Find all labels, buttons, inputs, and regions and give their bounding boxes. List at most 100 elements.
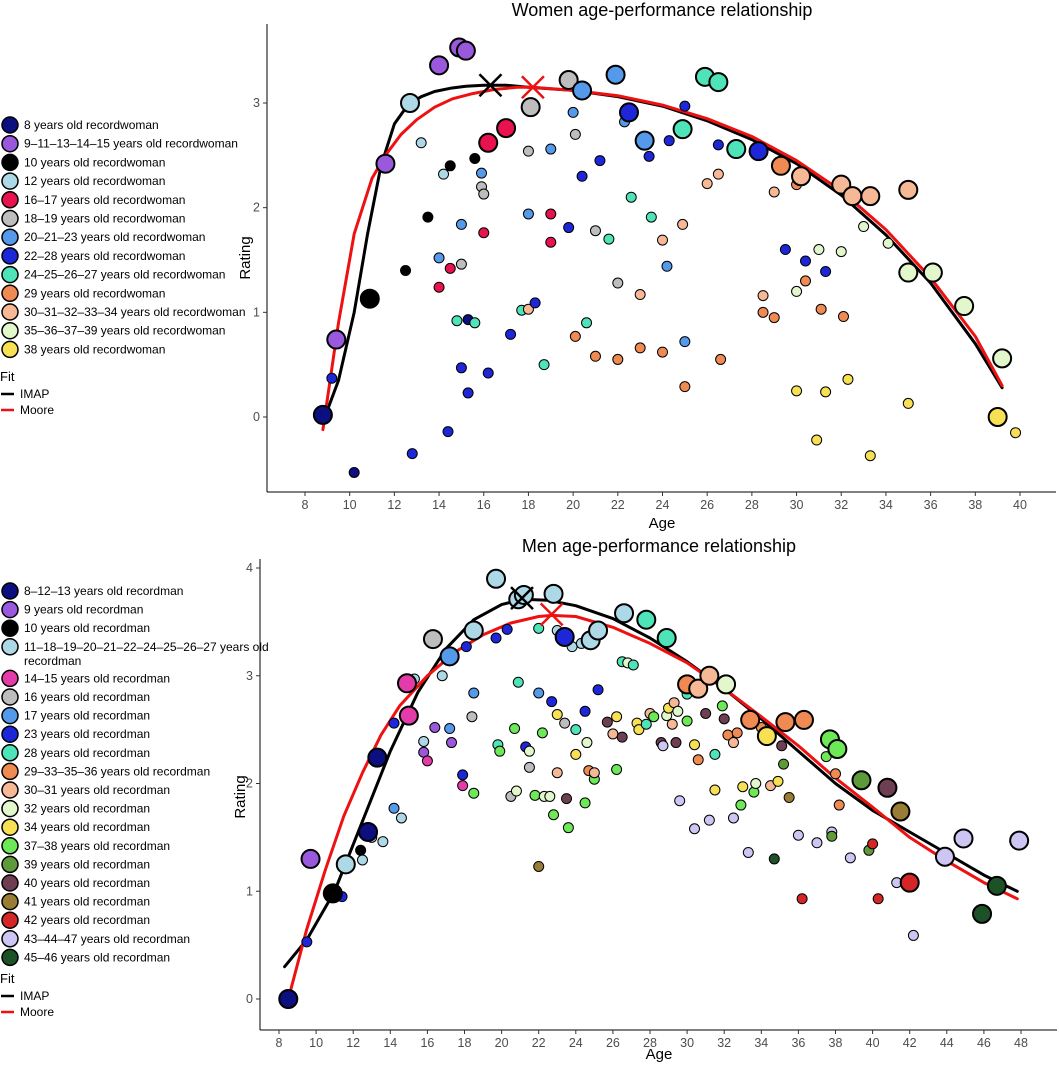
data-point <box>672 705 684 717</box>
x-tick-label: 16 <box>477 498 491 512</box>
legend-label: 29–33–35–36 years old recordman <box>24 764 210 778</box>
legend-swatch <box>1 134 19 153</box>
record-point <box>572 80 593 101</box>
women-y-axis-title: Rating <box>237 236 254 279</box>
data-point <box>864 450 876 462</box>
data-point <box>388 717 400 729</box>
record-point <box>636 609 657 630</box>
record-point <box>326 329 347 350</box>
data-point <box>455 362 467 374</box>
y-tick-label: 2 <box>246 777 253 791</box>
data-point <box>545 143 557 155</box>
data-point <box>634 342 646 354</box>
x-tick-label: 18 <box>458 1036 472 1050</box>
data-point <box>800 275 811 287</box>
data-point <box>718 713 730 725</box>
data-point <box>611 711 623 723</box>
legend-label: 8–12–13 years old recordman <box>24 584 183 598</box>
women-x-ticks: 8 10 12 14 16 18 20 22 24 26 28 30 32 34 36 38 40 <box>302 492 1027 512</box>
data-point <box>562 822 574 834</box>
record-point <box>618 102 639 123</box>
record-point <box>398 705 419 726</box>
data-point <box>768 312 780 324</box>
women-chart-title: Women age-performance relationship <box>512 0 813 20</box>
data-point <box>581 317 593 329</box>
data-point <box>727 812 739 824</box>
x-tick-label: 38 <box>829 1036 843 1050</box>
data-point <box>778 758 790 770</box>
record-point <box>953 828 974 849</box>
record-point <box>422 629 443 650</box>
legend-label: 11–18–19–20–21–22–24–25–26–27 years old <box>24 640 269 654</box>
data-point <box>446 737 458 749</box>
fit-legend-title: Fit <box>0 971 15 986</box>
data-point <box>645 211 657 223</box>
legend-label: 18–19 years old recordwoman <box>24 212 185 226</box>
legend-label: 9–11–13–14–15 years old recordwoman <box>24 137 238 151</box>
data-point <box>457 769 469 781</box>
x-tick-label: 34 <box>754 1036 768 1050</box>
x-tick-label: 30 <box>790 498 804 512</box>
data-point <box>643 150 655 162</box>
y-tick-label: 1 <box>246 884 253 898</box>
data-point <box>326 372 338 384</box>
data-point <box>768 853 780 865</box>
data-point <box>681 715 693 727</box>
data-point <box>533 687 545 699</box>
legend-label: 35–36–37–39 years old recordwoman <box>24 324 225 338</box>
record-point <box>740 709 761 730</box>
data-point <box>510 785 522 797</box>
data-point <box>689 823 701 835</box>
x-tick-label: 36 <box>791 1036 805 1050</box>
data-point <box>783 792 795 804</box>
legend-swatch <box>1 247 19 265</box>
data-point <box>737 781 749 793</box>
legend-label: 10 years old recordwoman <box>24 155 165 169</box>
legend-swatch <box>1 781 19 799</box>
x-tick-label: 22 <box>611 498 625 512</box>
data-point <box>677 218 689 230</box>
record-point <box>496 118 517 139</box>
record-point <box>827 739 848 760</box>
data-point <box>727 737 739 749</box>
x-tick-label: 18 <box>521 498 535 512</box>
data-point <box>742 846 754 858</box>
record-point <box>543 583 564 604</box>
data-point <box>633 724 645 736</box>
data-point <box>661 260 673 272</box>
legend-label: 16 years old recordman <box>24 690 150 704</box>
data-point <box>442 426 454 438</box>
x-tick-label: 42 <box>903 1036 917 1050</box>
legend-swatch <box>1 669 19 688</box>
data-point <box>907 929 919 941</box>
legend-label: 38 years old recordwoman <box>24 342 165 356</box>
x-tick-label: 16 <box>420 1036 434 1050</box>
data-point <box>356 854 368 866</box>
x-tick-label: 10 <box>343 498 357 512</box>
x-tick-label: 28 <box>745 498 759 512</box>
record-point <box>588 620 609 641</box>
data-point <box>625 191 637 203</box>
record-point <box>775 712 796 733</box>
record-point <box>842 186 863 207</box>
fit-legend-label: Moore <box>20 403 54 417</box>
data-point <box>468 787 480 799</box>
record-point <box>429 55 450 76</box>
record-point <box>890 801 911 822</box>
record-point <box>934 846 955 867</box>
data-point <box>444 723 456 735</box>
record-point <box>922 262 943 283</box>
data-point <box>750 778 762 789</box>
legend-swatch <box>1 948 19 967</box>
record-point <box>478 132 499 153</box>
data-point <box>703 814 715 826</box>
data-point <box>872 893 884 905</box>
data-point <box>523 745 535 757</box>
data-point <box>820 266 832 278</box>
legend-swatch <box>1 706 19 725</box>
data-point <box>490 632 502 644</box>
x-tick-label: 8 <box>276 1036 283 1050</box>
record-point <box>300 848 321 869</box>
record-point <box>463 620 484 641</box>
x-tick-label: 40 <box>866 1036 880 1050</box>
